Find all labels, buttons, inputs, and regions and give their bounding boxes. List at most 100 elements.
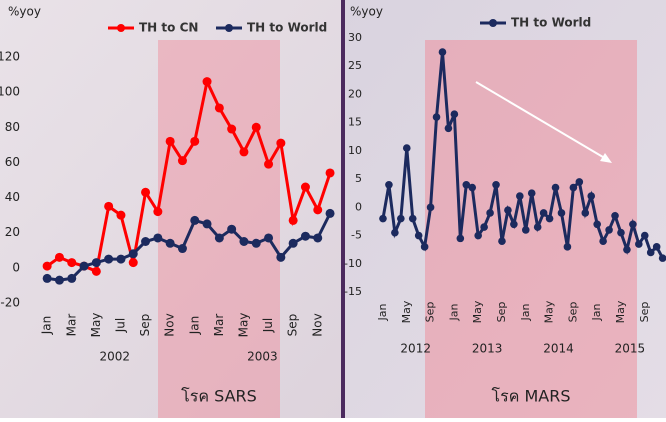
data-point: [521, 226, 530, 234]
data-point: [153, 207, 163, 217]
data-point: [42, 273, 52, 283]
data-point: [617, 228, 625, 237]
data-point: [438, 48, 447, 56]
data-point: [575, 178, 584, 186]
x-tick-label: Mar: [64, 314, 78, 337]
data-point: [420, 243, 429, 251]
data-point: [391, 228, 399, 237]
x-tick-label: May: [543, 300, 556, 323]
data-point: [432, 113, 441, 121]
y-tick-label: -10: [344, 257, 362, 270]
y-tick-label: 30: [348, 31, 362, 44]
data-point: [165, 136, 175, 146]
trend-arrow: [475, 81, 609, 161]
data-point: [79, 261, 89, 271]
x-tick-label: Jan: [376, 303, 389, 321]
data-point: [276, 138, 286, 148]
data-point: [288, 238, 298, 248]
data-point: [313, 205, 323, 215]
x-tick-label: Jan: [519, 303, 532, 321]
legend-marker: [489, 19, 497, 27]
data-point: [313, 233, 323, 243]
data-point: [456, 234, 465, 243]
data-point: [462, 180, 471, 189]
data-point: [264, 159, 274, 169]
data-point: [54, 252, 64, 262]
y-axis-title: %yoy: [350, 5, 383, 19]
data-point: [474, 231, 482, 240]
data-point: [91, 258, 101, 268]
x-tick-label: Jul: [261, 318, 275, 333]
x-tick-label: May: [614, 300, 627, 323]
year-label: 2012: [400, 342, 431, 356]
y-tick-label: 0: [12, 260, 20, 274]
y-tick-label: 5: [355, 172, 362, 185]
data-point: [587, 192, 596, 200]
data-point: [480, 223, 488, 231]
data-point: [516, 192, 524, 200]
year-label: 2002: [100, 350, 131, 364]
data-point: [67, 273, 77, 283]
data-point: [492, 180, 500, 189]
y-tick-label: 100: [0, 85, 20, 99]
annotation: โรค MARS: [492, 387, 571, 406]
divider: [341, 0, 345, 418]
mars-period: [425, 40, 637, 418]
data-point: [214, 103, 224, 113]
data-point: [264, 233, 274, 243]
x-tick-label: Nov: [163, 313, 177, 336]
data-point: [646, 248, 655, 257]
data-point: [67, 258, 77, 268]
data-point: [652, 243, 661, 251]
y-tick-label: 25: [348, 59, 362, 72]
x-tick-label: May: [400, 300, 413, 323]
data-point: [104, 201, 114, 211]
data-point: [498, 237, 506, 245]
x-tick-label: May: [236, 313, 250, 338]
data-point: [141, 187, 151, 197]
year-label: 2015: [615, 342, 646, 356]
data-point: [569, 183, 578, 192]
data-point: [527, 189, 536, 198]
y-tick-label: 10: [348, 144, 362, 157]
data-point: [486, 209, 494, 217]
x-tick-label: May: [89, 313, 103, 338]
x-tick-label: Jan: [447, 303, 460, 321]
data-point: [239, 237, 249, 246]
y-tick-label: 120: [0, 50, 20, 64]
data-point: [635, 240, 643, 248]
data-point: [190, 136, 200, 146]
data-point: [557, 209, 566, 217]
legend-label: TH to World: [247, 21, 327, 35]
y-tick-label: 60: [5, 155, 20, 169]
data-point: [202, 77, 212, 87]
data-point: [623, 245, 631, 254]
data-point: [385, 180, 393, 189]
y-tick-label: 0: [355, 200, 362, 213]
data-point: [288, 215, 298, 225]
data-point: [379, 214, 387, 223]
data-point: [116, 210, 126, 220]
data-point: [141, 237, 151, 246]
data-point: [629, 220, 637, 229]
legend-label: TH to World: [511, 16, 591, 30]
x-tick-label: Mar: [212, 314, 226, 337]
data-point: [325, 168, 335, 178]
data-point: [239, 147, 249, 157]
data-point: [468, 183, 477, 192]
data-point: [545, 214, 554, 223]
data-point: [251, 238, 261, 248]
y-tick-label: -15: [344, 285, 362, 298]
x-tick-label: Sep: [566, 302, 579, 323]
data-point: [397, 214, 405, 223]
y-axis-title: %yoy: [8, 5, 41, 19]
x-tick-label: Sep: [495, 302, 508, 323]
year-label: 2013: [472, 342, 503, 356]
data-point: [611, 212, 619, 220]
y-tick-label: 15: [348, 116, 362, 129]
x-tick-label: Jan: [40, 316, 54, 336]
data-point: [190, 215, 200, 225]
data-point: [504, 206, 512, 214]
data-point: [165, 238, 175, 248]
